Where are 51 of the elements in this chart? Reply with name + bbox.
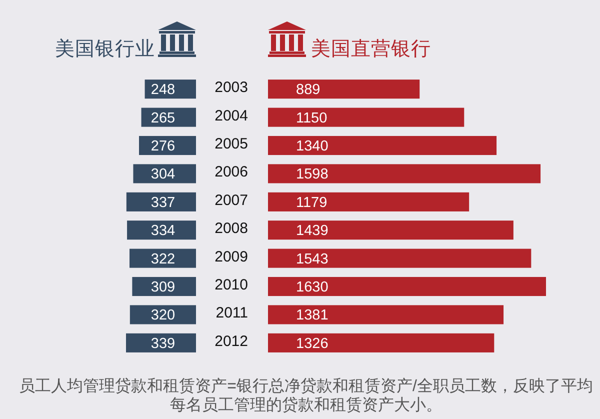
data-label: 339: [150, 336, 176, 352]
bar: [268, 220, 514, 240]
bar: [268, 333, 494, 352]
y-tick-label: 2010: [214, 276, 248, 294]
data-label: 334: [150, 223, 176, 240]
data-label: 1543: [296, 251, 328, 268]
bar: [139, 136, 196, 156]
y-tick-label: 2003: [214, 79, 248, 96]
data-label: 337: [150, 194, 176, 211]
y-tick-label: 2005: [214, 136, 248, 152]
y-tick-label: 2011: [216, 304, 248, 322]
bar: [132, 276, 196, 296]
bar: [268, 248, 532, 268]
bar: [268, 80, 420, 99]
text: 员工人均管理贷款和租赁资产=银行总净贷款和租赁资产/全职员工数，反映了平均每名员工管理的贷款和租赁资产大小。: [19, 377, 593, 414]
y-tick-label: 2007: [214, 192, 248, 209]
data-label: 320: [150, 308, 176, 324]
bar: [268, 108, 464, 127]
bar: [268, 136, 497, 156]
data-label: 322: [150, 251, 176, 268]
chart-title: 美国直营银行: [311, 37, 431, 60]
data-label: 1381: [296, 308, 328, 324]
y-tick-label: 2012: [214, 332, 248, 350]
bar: [268, 192, 470, 212]
data-label: 1598: [296, 166, 328, 183]
data-label: 1439: [296, 223, 328, 240]
y-tick-label: 2008: [214, 220, 248, 238]
data-label: 1340: [296, 138, 328, 154]
data-label: 889: [296, 82, 320, 98]
y-tick-label: 2004: [214, 107, 248, 124]
data-label: 1150: [296, 110, 328, 126]
chart-title: 美国银行业: [55, 37, 155, 60]
data-label: 248: [150, 82, 176, 98]
bar: [268, 276, 546, 296]
data-label: 1326: [296, 336, 328, 352]
bar: [268, 305, 504, 324]
y-tick-label: 2009: [214, 248, 248, 266]
bar: [126, 333, 196, 352]
bar: [133, 164, 196, 184]
data-label: 309: [150, 280, 176, 296]
bar: [130, 248, 196, 268]
data-label: 1179: [296, 194, 328, 211]
data-label: 1630: [296, 280, 328, 296]
bar: [130, 305, 196, 324]
data-label: 304: [150, 166, 176, 183]
bar: [126, 192, 196, 212]
bar: [268, 164, 541, 184]
y-tick-label: 2006: [214, 164, 248, 181]
data-label: 276: [150, 138, 176, 154]
bar: [127, 220, 196, 240]
data-label: 265: [150, 110, 176, 126]
